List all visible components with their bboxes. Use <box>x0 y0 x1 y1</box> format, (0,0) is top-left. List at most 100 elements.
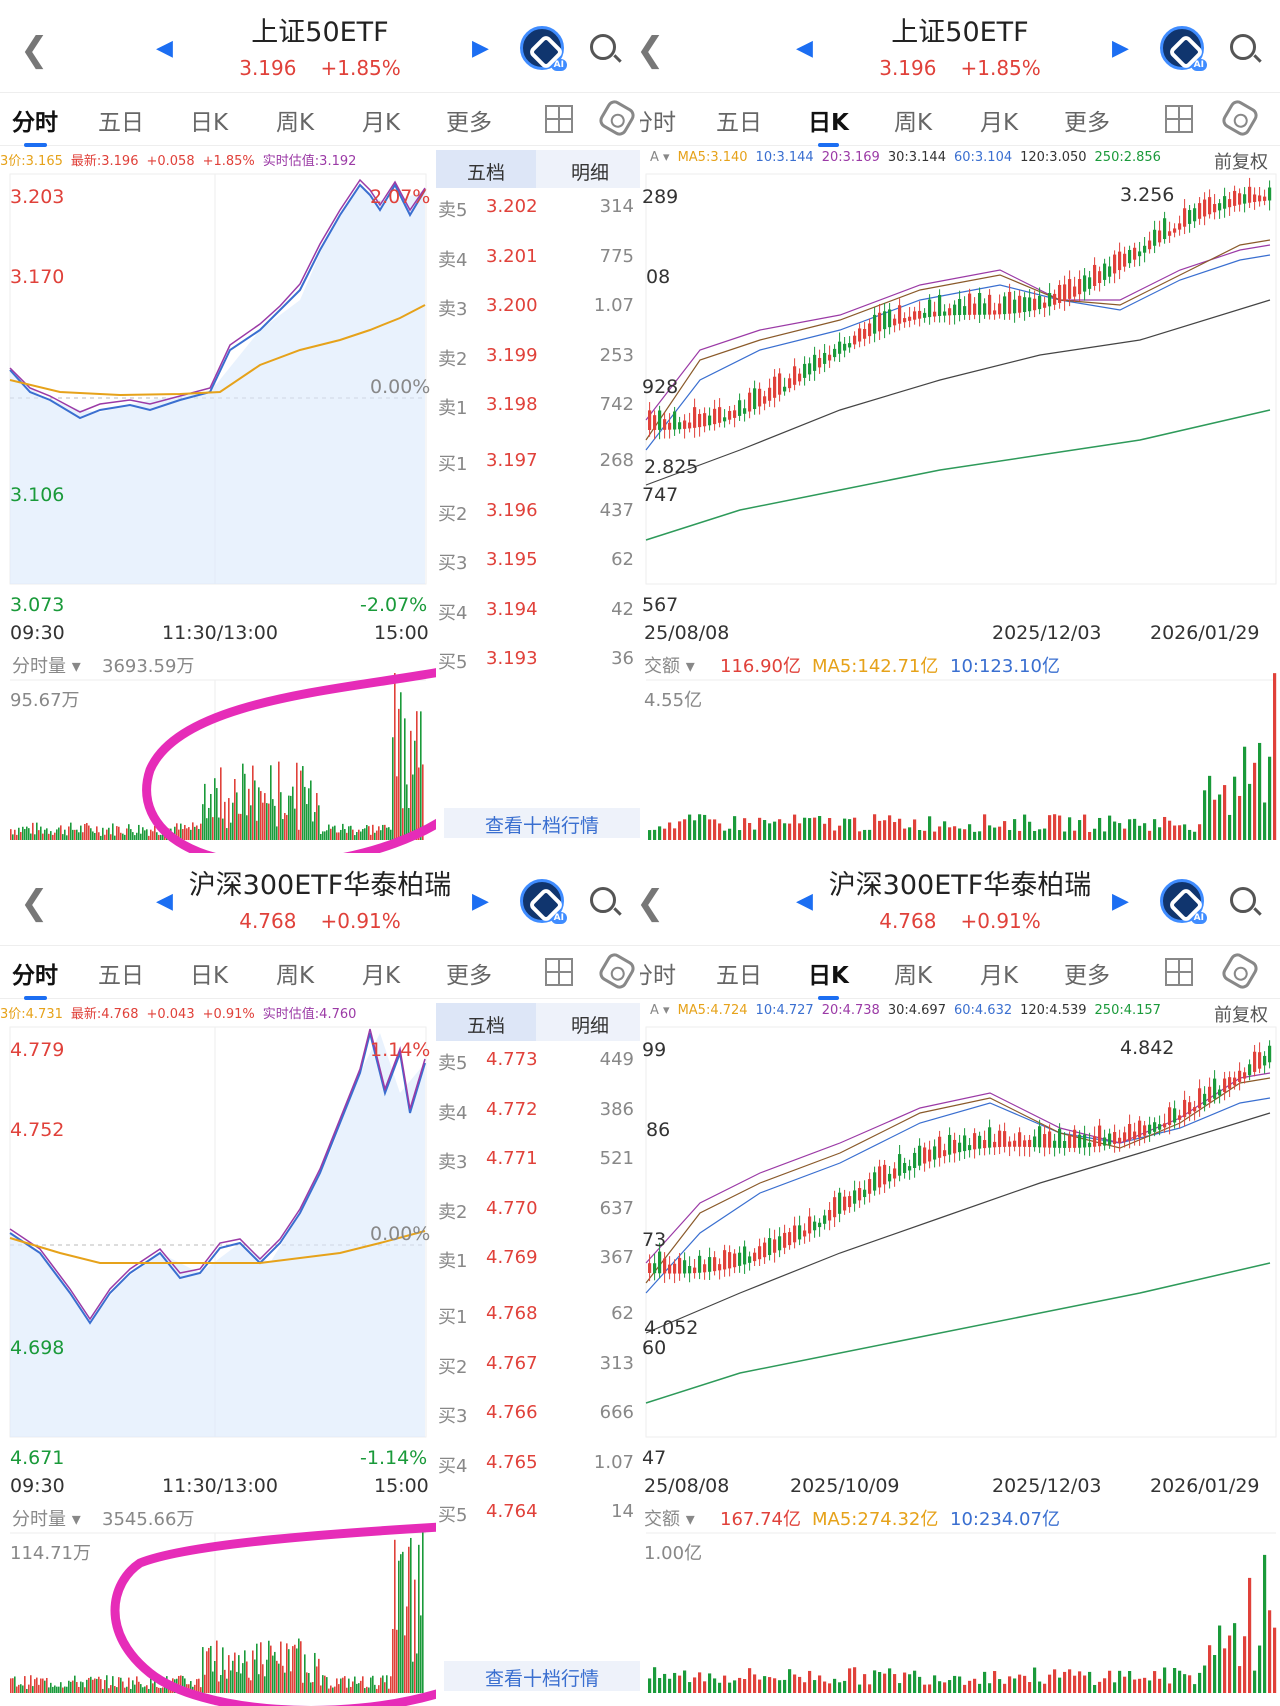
layout-grid-icon[interactable] <box>545 958 573 986</box>
back-arrow-icon[interactable]: ❮ <box>20 883 49 923</box>
volume-bar <box>238 1655 240 1693</box>
view-ten-levels-button[interactable]: 查看十档行情 <box>444 1661 640 1691</box>
tab-5day[interactable]: 五日 <box>98 963 144 989</box>
orderbook-row[interactable]: 买1 3.197 268 <box>436 450 640 480</box>
back-arrow-icon[interactable]: ❮ <box>640 883 665 923</box>
tab-monthly[interactable]: 月K <box>362 963 401 989</box>
prev-stock-icon[interactable]: ◀ <box>156 889 173 914</box>
search-icon[interactable] <box>1230 34 1256 60</box>
orderbook-row[interactable]: 卖4 4.772 386 <box>436 1099 640 1129</box>
ai-assistant-icon[interactable]: AI <box>1160 879 1207 924</box>
kline-chart[interactable] <box>640 853 1280 1706</box>
candle-body <box>1113 254 1117 274</box>
layout-grid-icon[interactable] <box>1165 958 1193 986</box>
kline-chart[interactable] <box>640 0 1280 853</box>
orderbook-row[interactable]: 卖3 4.771 521 <box>436 1148 640 1178</box>
tab-five-levels[interactable]: 五档 <box>436 150 536 188</box>
tab-monthly[interactable]: 月K <box>980 963 1019 989</box>
ai-assistant-icon[interactable]: AI <box>1160 26 1207 71</box>
tab-intraday[interactable]: 分时 <box>12 956 58 1000</box>
tab-weekly[interactable]: 周K <box>894 110 933 136</box>
tab-5day[interactable]: 五日 <box>716 963 762 989</box>
tab-weekly[interactable]: 周K <box>276 110 315 136</box>
volume-bar <box>132 1680 134 1693</box>
tab-more[interactable]: 更多 <box>446 110 492 136</box>
tab-five-levels[interactable]: 五档 <box>436 1003 536 1041</box>
orderbook-row[interactable]: 买5 3.193 36 <box>436 648 640 678</box>
orderbook-row[interactable]: 卖2 4.770 637 <box>436 1198 640 1228</box>
orderbook-row[interactable]: 买4 3.194 42 <box>436 599 640 629</box>
tab-intraday[interactable]: 分时 <box>12 103 58 147</box>
layout-grid-icon[interactable] <box>545 105 573 133</box>
tab-5day[interactable]: 五日 <box>716 110 762 136</box>
tab-more[interactable]: 更多 <box>1064 963 1110 989</box>
next-stock-icon[interactable]: ▶ <box>1112 889 1129 914</box>
volume-bar <box>128 824 130 840</box>
tab-5day[interactable]: 五日 <box>98 110 144 136</box>
back-arrow-icon[interactable]: ❮ <box>640 30 665 70</box>
tab-detail[interactable]: 明细 <box>570 1015 609 1037</box>
orderbook-row[interactable]: 买4 4.765 1.07 <box>436 1452 640 1482</box>
orderbook-row[interactable]: 买3 3.195 62 <box>436 549 640 579</box>
candle-body <box>1153 229 1157 246</box>
candle-body <box>1233 1077 1237 1086</box>
tab-intraday[interactable]: 分时 <box>640 110 676 136</box>
adjust-selector[interactable]: 前复权 <box>1214 1005 1268 1026</box>
search-icon[interactable] <box>1230 887 1256 913</box>
adjust-selector[interactable]: 前复权 <box>1214 152 1268 173</box>
volume-selector[interactable]: 交额 ▾ <box>644 1509 695 1530</box>
settings-gear-icon[interactable] <box>596 97 638 139</box>
next-stock-icon[interactable]: ▶ <box>472 889 489 914</box>
volume-selector[interactable]: 交额 ▾ <box>644 656 695 677</box>
tab-more[interactable]: 更多 <box>446 963 492 989</box>
ma-selector[interactable]: A ▾ <box>650 1003 670 1018</box>
search-icon[interactable] <box>590 34 616 60</box>
tab-more[interactable]: 更多 <box>1064 110 1110 136</box>
prev-stock-icon[interactable]: ◀ <box>796 889 813 914</box>
view-ten-levels-button[interactable]: 查看十档行情 <box>444 808 640 838</box>
back-arrow-icon[interactable]: ❮ <box>20 30 49 70</box>
tab-weekly[interactable]: 周K <box>894 963 933 989</box>
ai-assistant-icon[interactable]: AI <box>520 26 567 71</box>
tab-monthly[interactable]: 月K <box>980 110 1019 136</box>
orderbook-price: 3.201 <box>486 245 538 267</box>
tab-daily[interactable]: 日K <box>808 103 849 147</box>
tab-monthly[interactable]: 月K <box>362 110 401 136</box>
tab-detail[interactable]: 明细 <box>570 162 609 184</box>
orderbook-row[interactable]: 卖5 4.773 449 <box>436 1049 640 1079</box>
intraday-chart[interactable] <box>0 853 436 1706</box>
layout-grid-icon[interactable] <box>1165 105 1193 133</box>
orderbook-row[interactable]: 卖1 3.198 742 <box>436 394 640 424</box>
volume-bar <box>100 1679 102 1693</box>
orderbook-row[interactable]: 卖5 3.202 314 <box>436 196 640 226</box>
volume-selector[interactable]: 分时量 ▾ <box>12 1509 81 1530</box>
prev-stock-icon[interactable]: ◀ <box>796 36 813 61</box>
ai-assistant-icon[interactable]: AI <box>520 879 567 924</box>
tab-daily[interactable]: 日K <box>190 110 229 136</box>
settings-gear-icon[interactable] <box>596 950 638 992</box>
tab-weekly[interactable]: 周K <box>276 963 315 989</box>
next-stock-icon[interactable]: ▶ <box>1112 36 1129 61</box>
orderbook-row[interactable]: 买1 4.768 62 <box>436 1303 640 1333</box>
volume-bar <box>1188 1675 1192 1693</box>
prev-stock-icon[interactable]: ◀ <box>156 36 173 61</box>
next-stock-icon[interactable]: ▶ <box>472 36 489 61</box>
tab-intraday[interactable]: 分时 <box>640 963 676 989</box>
volume-bar <box>332 1687 334 1693</box>
intraday-chart[interactable] <box>0 0 436 853</box>
orderbook-price: 4.770 <box>486 1197 538 1219</box>
volume-selector[interactable]: 分时量 ▾ <box>12 656 81 677</box>
tab-daily[interactable]: 日K <box>808 956 849 1000</box>
orderbook-row[interactable]: 买5 4.764 14 <box>436 1501 640 1531</box>
search-icon[interactable] <box>590 887 616 913</box>
orderbook-row[interactable]: 卖2 3.199 253 <box>436 345 640 375</box>
tab-daily[interactable]: 日K <box>190 963 229 989</box>
orderbook-row[interactable]: 买2 3.196 437 <box>436 500 640 530</box>
orderbook-row[interactable]: 卖1 4.769 367 <box>436 1247 640 1277</box>
orderbook-row[interactable]: 买3 4.766 666 <box>436 1402 640 1432</box>
orderbook-row[interactable]: 卖3 3.200 1.07 <box>436 295 640 325</box>
volume-bar <box>422 1526 424 1693</box>
orderbook-row[interactable]: 买2 4.767 313 <box>436 1353 640 1383</box>
ma-selector[interactable]: A ▾ <box>650 150 670 165</box>
orderbook-row[interactable]: 卖4 3.201 775 <box>436 246 640 276</box>
